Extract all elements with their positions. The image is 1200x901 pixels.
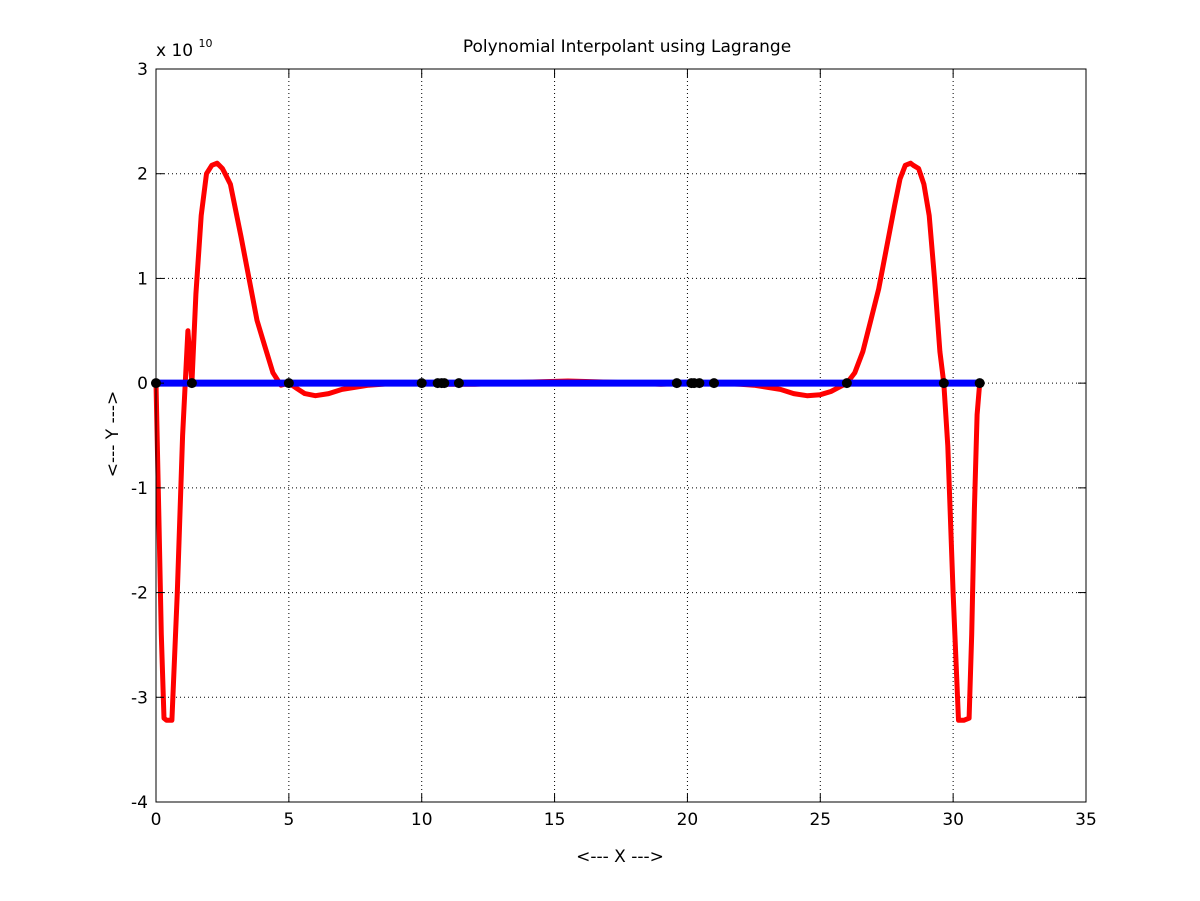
x-tick-label-4: 20 <box>677 810 699 830</box>
tick-labels: 0 5 10 15 20 25 30 35 -4 -3 -2 -1 0 1 2 3 <box>131 60 1097 830</box>
y-tick-label-7: 3 <box>137 60 148 80</box>
y-exponent-base: x 10 <box>156 41 193 61</box>
node-point-6 <box>439 378 450 389</box>
y-tick-label-0: -4 <box>131 793 148 813</box>
chart-title: Polynomial Interpolant using Lagrange <box>463 37 791 57</box>
y-axis-label: <--- Y ---> <box>103 391 123 478</box>
node-point-15 <box>974 378 985 389</box>
node-point-11 <box>694 378 705 389</box>
node-point-12 <box>709 378 719 389</box>
x-tick-label-0: 0 <box>151 810 162 830</box>
y-tick-label-2: -2 <box>131 584 148 604</box>
y-axis-exponent: x 10 10 <box>156 37 213 61</box>
node-point-8 <box>671 378 682 389</box>
y-tick-label-3: -1 <box>131 479 148 499</box>
y-exponent-power: 10 <box>199 37 213 50</box>
x-tick-label-5: 25 <box>809 810 831 830</box>
node-point-7 <box>453 378 464 389</box>
node-point-1 <box>186 378 197 389</box>
x-tick-label-1: 5 <box>283 810 294 830</box>
x-tick-label-3: 15 <box>544 810 566 830</box>
x-tick-label-2: 10 <box>411 810 433 830</box>
node-point-3 <box>416 378 427 389</box>
y-tick-label-1: -3 <box>131 688 148 708</box>
node-point-2 <box>283 378 294 389</box>
plot-frame <box>155 68 1087 803</box>
y-tick-label-4: 0 <box>137 374 148 394</box>
x-tick-label-7: 35 <box>1075 810 1097 830</box>
node-point-13 <box>841 378 852 389</box>
y-tick-label-5: 1 <box>137 269 148 289</box>
series-layer <box>151 160 985 723</box>
x-axis-label: <--- X ---> <box>576 847 664 867</box>
x-tick-label-6: 30 <box>942 810 964 830</box>
axes-frame <box>155 68 1087 803</box>
node-point-14 <box>938 378 949 389</box>
y-tick-label-6: 2 <box>137 165 148 185</box>
